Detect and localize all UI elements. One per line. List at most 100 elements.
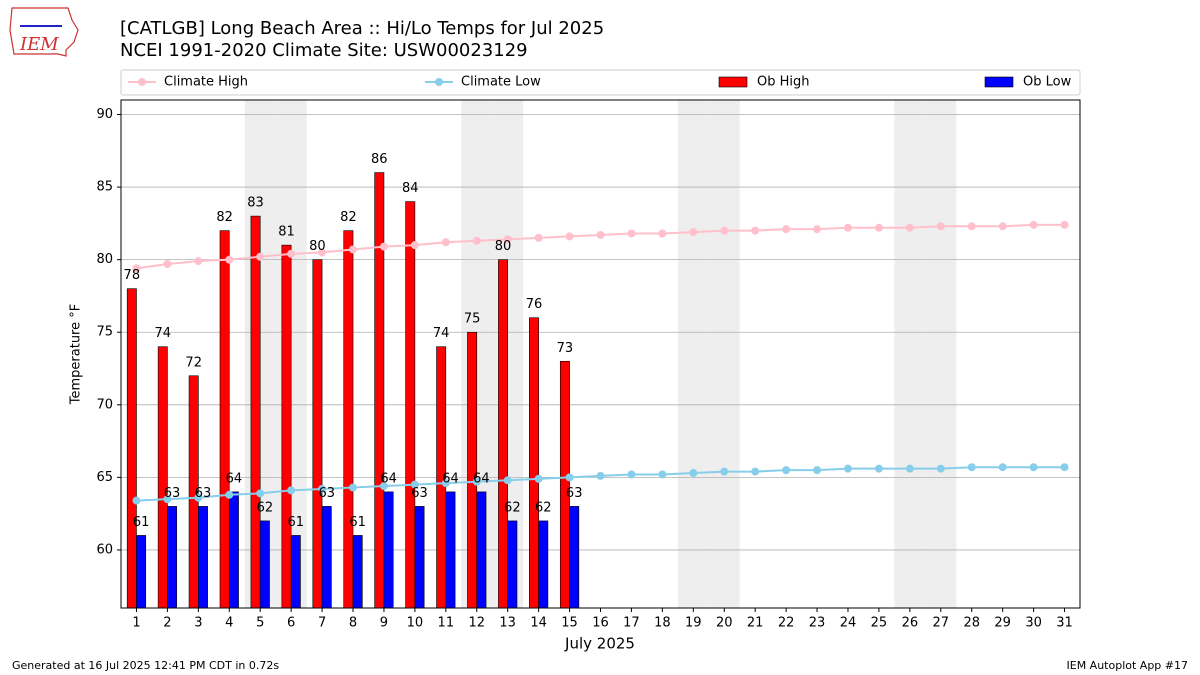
marker xyxy=(534,474,543,483)
x-tick-label: 6 xyxy=(287,616,295,631)
bar xyxy=(352,535,363,609)
bar xyxy=(538,520,549,609)
data-label: 62 xyxy=(504,500,521,515)
marker xyxy=(565,473,574,482)
x-tick-label: 3 xyxy=(194,616,202,631)
marker xyxy=(843,223,852,232)
bar xyxy=(467,331,478,609)
marker xyxy=(658,470,667,479)
data-label: 61 xyxy=(349,515,366,530)
marker xyxy=(1029,463,1038,472)
x-axis-label: July 2025 xyxy=(564,635,635,653)
data-label: 80 xyxy=(309,239,326,254)
legend-label: Climate Low xyxy=(461,75,541,90)
logo: IEM xyxy=(9,7,79,57)
marker xyxy=(287,249,296,258)
data-label: 62 xyxy=(257,500,274,515)
data-label: 84 xyxy=(402,181,419,196)
marker xyxy=(256,252,265,261)
weekend-shade xyxy=(708,100,740,608)
marker xyxy=(349,483,358,492)
marker xyxy=(256,489,265,498)
weekend-shade xyxy=(894,100,926,608)
bar xyxy=(281,244,292,609)
marker xyxy=(132,496,141,505)
bar xyxy=(250,215,261,609)
x-tick-label: 31 xyxy=(1056,616,1073,631)
data-label: 62 xyxy=(535,500,552,515)
x-tick-label: 18 xyxy=(654,616,671,631)
x-tick-label: 25 xyxy=(871,616,888,631)
x-tick-label: 1 xyxy=(132,616,140,631)
data-label: 63 xyxy=(566,486,583,501)
bar xyxy=(321,506,332,609)
bar xyxy=(476,491,487,609)
marker xyxy=(441,479,450,488)
legend-swatch xyxy=(718,76,748,88)
marker xyxy=(998,463,1007,472)
marker xyxy=(843,464,852,473)
x-tick-label: 9 xyxy=(380,616,388,631)
data-label: 64 xyxy=(226,471,243,486)
bar xyxy=(374,172,385,609)
x-tick-label: 15 xyxy=(561,616,578,631)
x-tick-label: 4 xyxy=(225,616,233,631)
marker xyxy=(874,223,883,232)
y-tick-label: 75 xyxy=(96,325,113,340)
marker xyxy=(905,464,914,473)
bar xyxy=(126,288,137,609)
y-tick-label: 70 xyxy=(96,397,113,412)
bar xyxy=(507,520,518,609)
legend-label: Ob Low xyxy=(1023,75,1072,90)
data-label: 64 xyxy=(473,471,490,486)
data-label: 72 xyxy=(185,355,202,370)
marker xyxy=(349,245,358,254)
x-tick-label: 28 xyxy=(963,616,980,631)
data-label: 78 xyxy=(124,268,141,283)
y-tick-label: 80 xyxy=(96,252,113,267)
logo-text: IEM xyxy=(19,34,59,55)
data-label: 75 xyxy=(464,312,481,327)
marker xyxy=(1060,463,1069,472)
marker xyxy=(132,264,141,273)
marker xyxy=(874,464,883,473)
marker xyxy=(1029,220,1038,229)
data-label: 83 xyxy=(247,196,264,211)
bar xyxy=(405,201,416,609)
bar xyxy=(569,506,580,609)
marker xyxy=(503,476,512,485)
marker xyxy=(905,223,914,232)
bar xyxy=(445,491,456,609)
bar xyxy=(343,230,354,609)
marker xyxy=(998,222,1007,231)
y-axis-label: Temperature °F xyxy=(69,304,84,405)
legend-swatch xyxy=(984,76,1014,88)
legend-marker xyxy=(435,78,443,86)
bar xyxy=(167,506,177,609)
weekend-shade xyxy=(925,100,957,608)
x-tick-label: 27 xyxy=(933,616,950,631)
data-label: 61 xyxy=(288,515,305,530)
data-label: 63 xyxy=(411,486,428,501)
footer-right: IEM Autoplot App #17 xyxy=(1067,659,1189,672)
data-label: 74 xyxy=(433,326,450,341)
marker xyxy=(936,464,945,473)
data-label: 82 xyxy=(216,210,233,225)
legend-box xyxy=(120,69,1081,96)
marker xyxy=(627,470,636,479)
x-tick-label: 26 xyxy=(902,616,919,631)
x-tick-label: 22 xyxy=(778,616,795,631)
x-tick-label: 19 xyxy=(685,616,702,631)
data-label: 82 xyxy=(340,210,357,225)
y-tick-label: 85 xyxy=(96,180,113,195)
bar xyxy=(414,506,425,609)
x-tick-label: 14 xyxy=(530,616,547,631)
data-label: 63 xyxy=(318,486,335,501)
marker xyxy=(472,477,481,486)
x-tick-label: 12 xyxy=(468,616,485,631)
bar xyxy=(559,360,570,609)
marker xyxy=(503,235,512,244)
data-label: 61 xyxy=(133,515,150,530)
marker xyxy=(534,233,543,242)
